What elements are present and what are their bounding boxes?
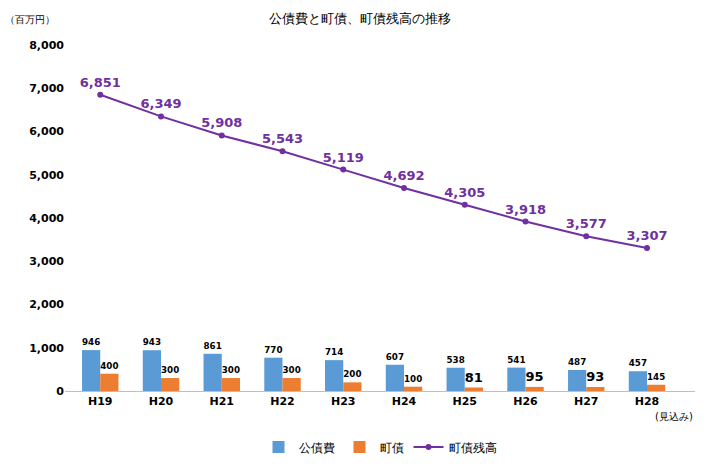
svg-text:3,918: 3,918: [505, 202, 546, 217]
svg-text:81: 81: [465, 370, 483, 385]
svg-text:487: 487: [568, 357, 586, 367]
svg-text:5,119: 5,119: [323, 150, 364, 165]
svg-text:300: 300: [283, 365, 301, 375]
svg-text:4,305: 4,305: [444, 185, 485, 200]
svg-text:861: 861: [204, 341, 222, 351]
svg-text:100: 100: [404, 374, 422, 384]
svg-text:2,000: 2,000: [29, 298, 64, 311]
svg-text:3,577: 3,577: [566, 216, 607, 231]
svg-text:H25: H25: [452, 395, 477, 408]
svg-text:H23: H23: [331, 395, 356, 408]
svg-text:200: 200: [343, 369, 361, 379]
svg-text:3,000: 3,000: [29, 255, 64, 268]
svg-text:5,908: 5,908: [201, 115, 242, 130]
svg-text:93: 93: [586, 369, 604, 384]
svg-text:H22: H22: [270, 395, 295, 408]
svg-text:公債費と町債、町債残高の推移: 公債費と町債、町債残高の推移: [269, 11, 451, 26]
svg-text:607: 607: [386, 352, 404, 362]
svg-text:457: 457: [629, 358, 647, 368]
svg-text:H26: H26: [513, 395, 538, 408]
svg-text:町債: 町債: [380, 441, 404, 455]
svg-text:4,692: 4,692: [383, 168, 424, 183]
svg-text:145: 145: [647, 372, 665, 382]
svg-text:4,000: 4,000: [29, 212, 64, 225]
svg-text:町債残高: 町債残高: [449, 441, 497, 455]
svg-text:公債費: 公債費: [299, 441, 335, 455]
svg-text:400: 400: [100, 361, 118, 371]
svg-text:943: 943: [143, 337, 161, 347]
svg-text:8,000: 8,000: [29, 39, 64, 52]
svg-text:714: 714: [325, 347, 343, 357]
svg-text:H24: H24: [392, 395, 417, 408]
svg-text:538: 538: [447, 355, 465, 365]
svg-text:H20: H20: [149, 395, 174, 408]
svg-text:541: 541: [507, 355, 525, 365]
svg-text:H19: H19: [88, 395, 113, 408]
svg-text:95: 95: [526, 369, 544, 384]
svg-text:6,349: 6,349: [140, 96, 181, 111]
svg-text:1,000: 1,000: [29, 342, 64, 355]
svg-text:0: 0: [56, 385, 64, 398]
svg-text:5,543: 5,543: [262, 131, 303, 146]
svg-text:946: 946: [82, 337, 100, 347]
svg-text:300: 300: [222, 365, 240, 375]
svg-text:300: 300: [161, 365, 179, 375]
svg-text:7,000: 7,000: [29, 82, 64, 95]
svg-text:770: 770: [264, 345, 282, 355]
svg-text:3,307: 3,307: [626, 228, 667, 243]
svg-text:6,851: 6,851: [80, 75, 121, 90]
svg-text:(見込み): (見込み): [655, 411, 693, 422]
svg-text:5,000: 5,000: [29, 169, 64, 182]
svg-text:H28: H28: [635, 395, 660, 408]
svg-text:（百万円）: （百万円）: [5, 14, 55, 25]
svg-text:H27: H27: [574, 395, 599, 408]
svg-text:6,000: 6,000: [29, 125, 64, 138]
svg-text:H21: H21: [209, 395, 234, 408]
